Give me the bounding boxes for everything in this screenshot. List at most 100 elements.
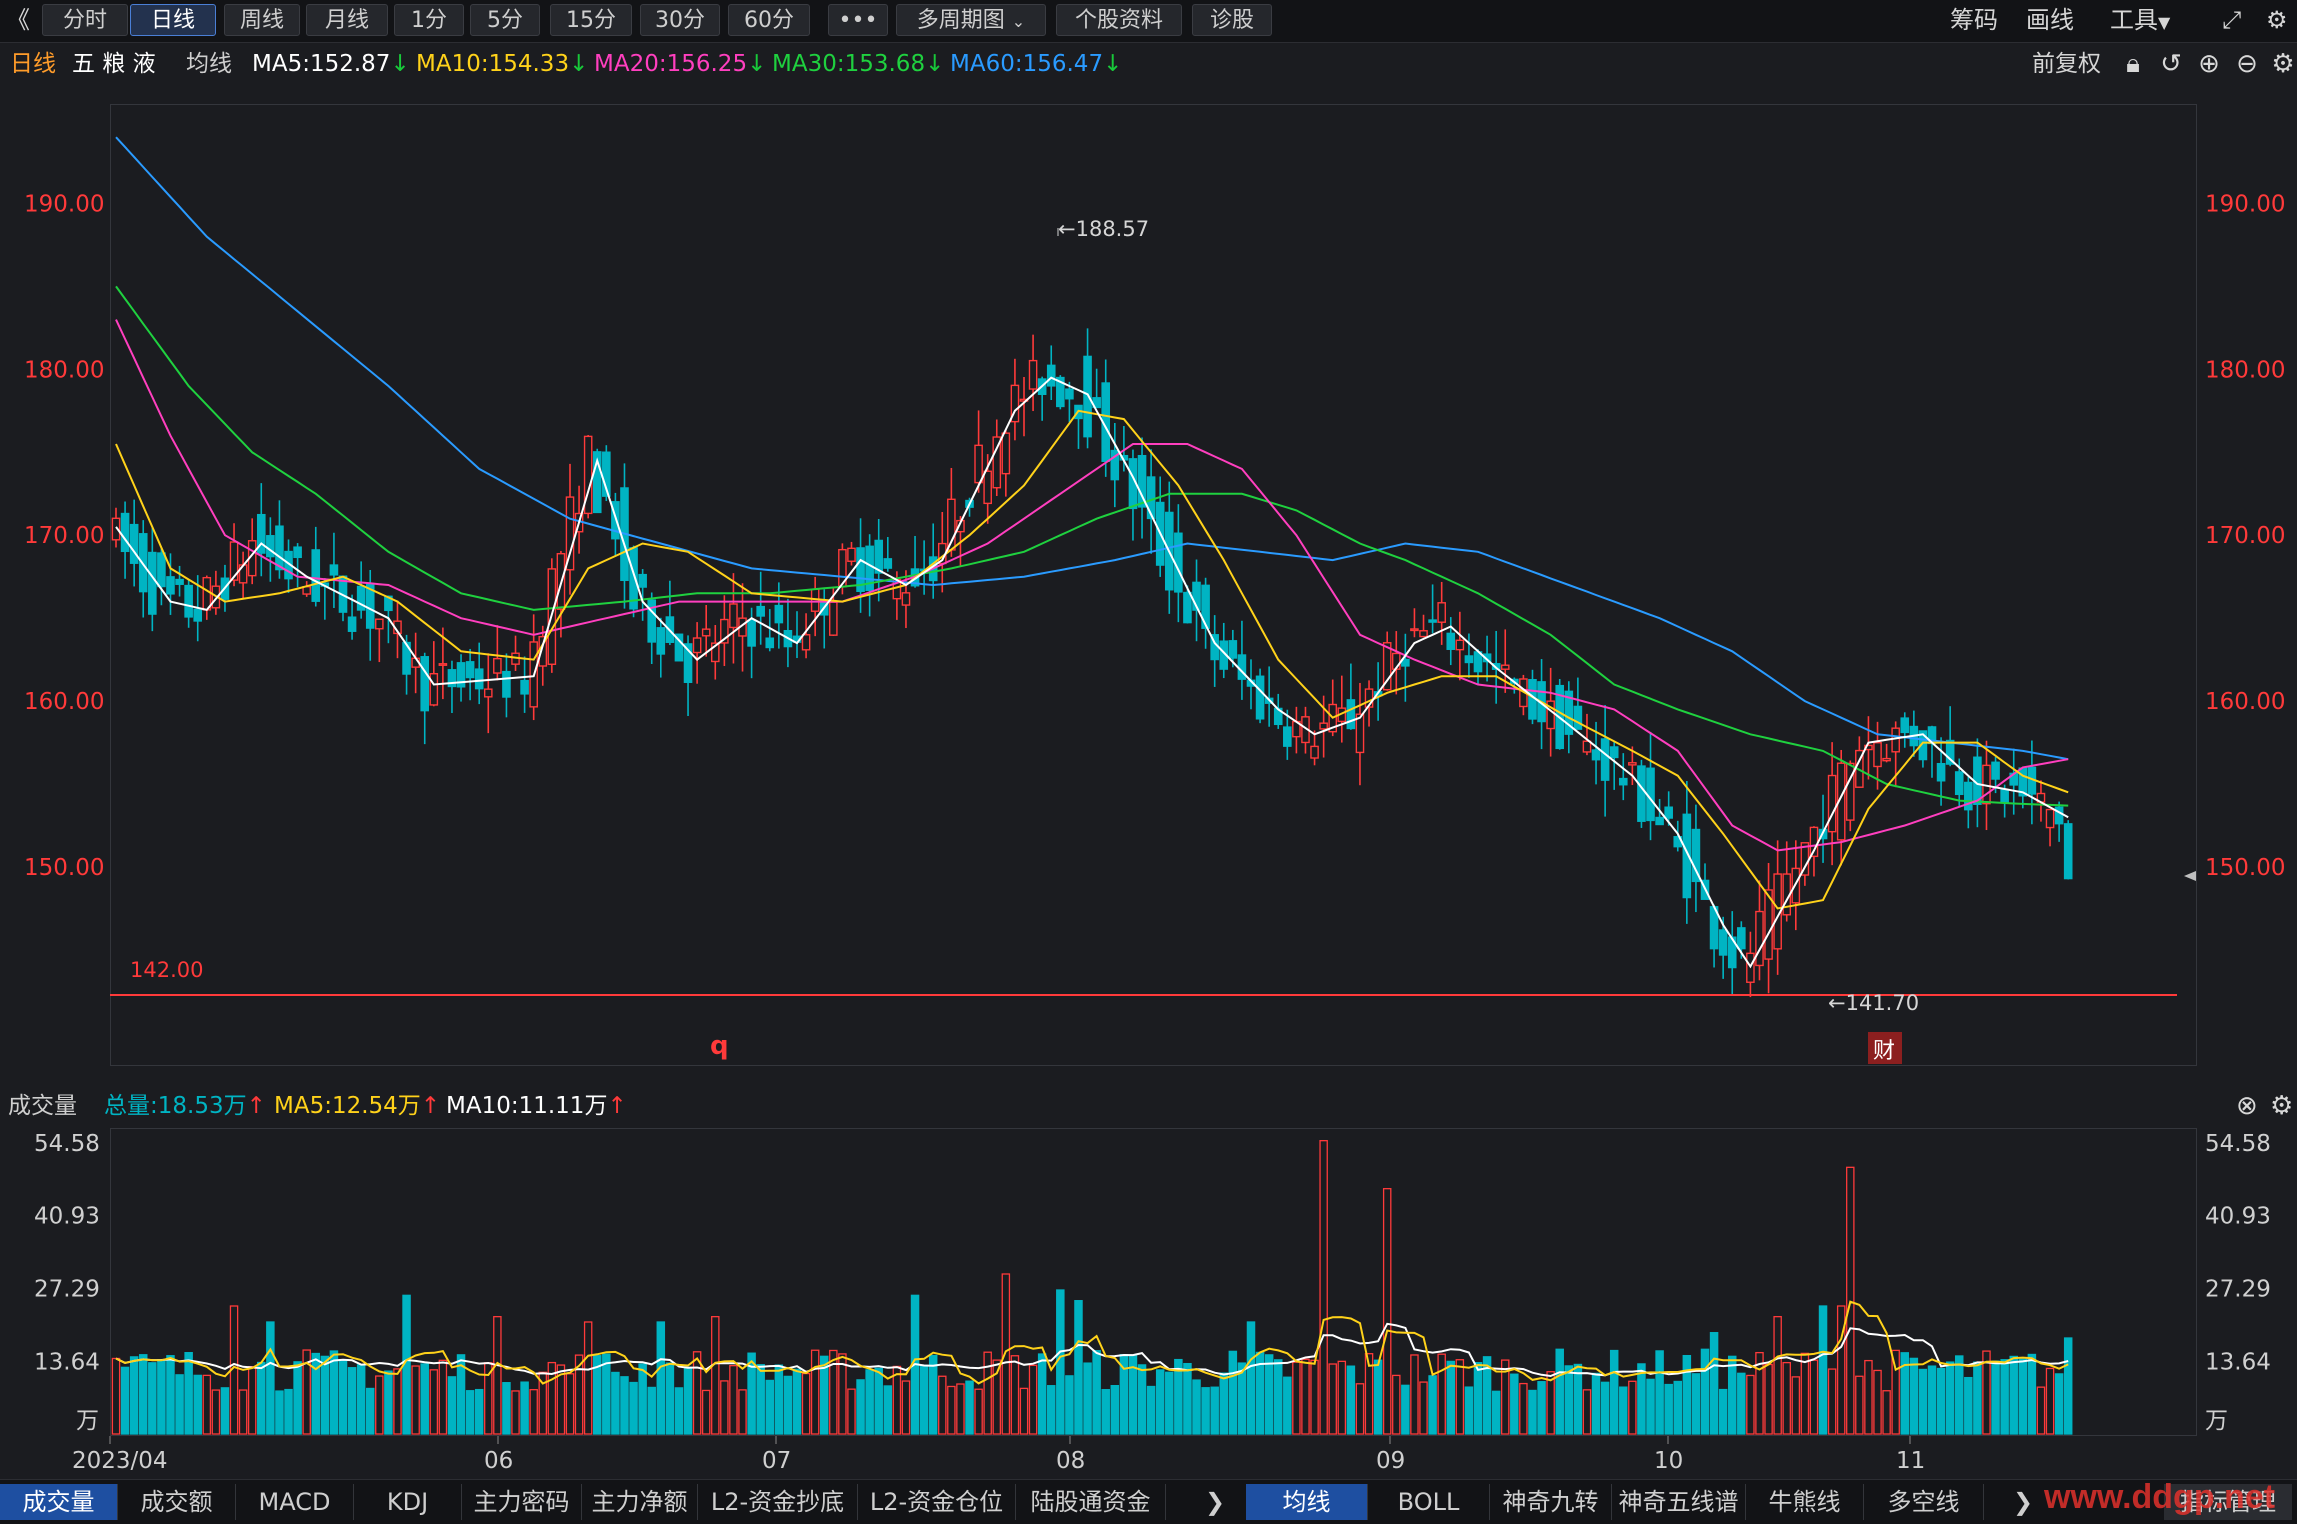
candle[interactable] — [1782, 841, 1792, 922]
candle[interactable] — [2009, 748, 2019, 815]
candle[interactable] — [1664, 791, 1673, 826]
candle[interactable] — [438, 627, 448, 700]
overlay-tab-3[interactable]: 神奇五线谱 — [1612, 1484, 1746, 1520]
candle[interactable] — [338, 575, 348, 622]
candle[interactable] — [1764, 862, 1773, 994]
candle[interactable] — [1628, 746, 1637, 786]
candle[interactable] — [729, 573, 738, 664]
candle[interactable] — [129, 499, 139, 587]
candle[interactable] — [1428, 584, 1437, 634]
adjust-mode-button[interactable]: 前复权 — [2032, 51, 2101, 77]
candle[interactable] — [1927, 725, 1937, 778]
candle[interactable] — [2045, 808, 2055, 847]
candle[interactable] — [1827, 742, 1837, 866]
candle[interactable] — [447, 660, 457, 713]
candle[interactable] — [1882, 743, 1891, 763]
candle[interactable] — [638, 569, 647, 621]
candle[interactable] — [783, 598, 793, 668]
multi-period-button[interactable]: 多周期图 ⌄ — [896, 4, 1046, 36]
period-button-8[interactable]: 60分 — [728, 4, 810, 36]
candle[interactable] — [1673, 820, 1683, 852]
candle[interactable] — [1255, 668, 1265, 724]
candle[interactable] — [874, 518, 884, 602]
indicator-manage-button[interactable]: 指标管理 — [2164, 1484, 2292, 1520]
event-marker-q[interactable]: q — [710, 1031, 729, 1061]
overlay-tab-2[interactable]: 神奇九转 — [1490, 1484, 1612, 1520]
indicator-tab-7[interactable]: L2-资金仓位 — [858, 1484, 1016, 1520]
candle[interactable] — [847, 541, 856, 566]
candle[interactable] — [765, 609, 775, 652]
candle[interactable] — [1546, 667, 1555, 757]
candle[interactable] — [883, 537, 893, 572]
overlay-tab-1[interactable]: BOLL — [1368, 1484, 1490, 1520]
candle[interactable] — [211, 570, 221, 615]
candle[interactable] — [1010, 358, 1020, 441]
candle[interactable] — [1455, 611, 1465, 681]
candle[interactable] — [474, 642, 484, 705]
candle[interactable] — [1101, 359, 1111, 477]
financial-report-marker[interactable] — [1868, 1032, 1902, 1064]
period-button-1[interactable]: 日线 — [130, 4, 216, 36]
candle[interactable] — [665, 580, 675, 646]
candle[interactable] — [456, 654, 466, 702]
period-button-3[interactable]: 月线 — [306, 4, 388, 36]
candle[interactable] — [502, 653, 511, 718]
candle[interactable] — [692, 622, 702, 684]
ma-label[interactable]: 均线 — [186, 51, 232, 77]
candle[interactable] — [1065, 381, 1074, 423]
candle[interactable] — [583, 435, 593, 519]
chevron-right-icon[interactable]: ❯ — [1204, 1488, 1226, 1516]
volume-panel[interactable] — [110, 1128, 2197, 1436]
candle[interactable] — [293, 543, 302, 588]
candle[interactable] — [1618, 753, 1628, 801]
candle[interactable] — [375, 618, 384, 663]
candle[interactable] — [329, 532, 339, 608]
candle[interactable] — [1401, 633, 1410, 702]
candle[interactable] — [1001, 429, 1011, 497]
candle[interactable] — [819, 589, 829, 649]
candle[interactable] — [1283, 709, 1292, 760]
candle[interactable] — [1201, 577, 1210, 649]
period-button-6[interactable]: 15分 — [550, 4, 632, 36]
settings-icon[interactable]: ⚙ — [2266, 6, 2288, 34]
candle[interactable] — [1446, 617, 1456, 666]
candle[interactable] — [1845, 760, 1855, 832]
candle[interactable] — [1936, 737, 1946, 806]
candle[interactable] — [1755, 880, 1764, 981]
candle[interactable] — [865, 534, 874, 617]
period-button-4[interactable]: 1分 — [394, 4, 464, 36]
candle[interactable] — [175, 565, 184, 597]
period-button-7[interactable]: 30分 — [640, 4, 720, 36]
candle[interactable] — [1355, 682, 1365, 786]
zoom-out-icon[interactable]: ⊖ — [2236, 49, 2258, 79]
indicator-tab-8[interactable]: 陆股通资金 — [1016, 1484, 1166, 1520]
candle[interactable] — [701, 605, 711, 657]
chevron-right-icon[interactable]: ❯ — [2012, 1488, 2034, 1516]
draw-line-button[interactable]: 画线 — [2026, 6, 2074, 34]
candle[interactable] — [1028, 334, 1038, 412]
overlay-tab-4[interactable]: 牛熊线 — [1746, 1484, 1864, 1520]
candle[interactable] — [792, 611, 802, 659]
candle[interactable] — [1237, 620, 1247, 700]
candle[interactable] — [1292, 706, 1301, 754]
indicator-tab-6[interactable]: L2-资金抄底 — [698, 1484, 858, 1520]
candle[interactable] — [810, 576, 820, 637]
indicator-tab-2[interactable]: MACD — [236, 1484, 354, 1520]
candle[interactable] — [157, 548, 166, 606]
candle[interactable] — [202, 575, 212, 620]
indicator-tab-5[interactable]: 主力净额 — [582, 1484, 698, 1520]
kline-chart[interactable]: 190.00 180.00 170.00 160.00 150.00 190.00 180… — [0, 0, 2297, 1080]
overlay-tab-0[interactable]: 均线 — [1246, 1484, 1368, 1520]
candle[interactable] — [1727, 911, 1737, 995]
candle[interactable] — [1600, 705, 1610, 817]
candle[interactable] — [674, 633, 684, 662]
candle[interactable] — [1128, 449, 1138, 541]
candle[interactable] — [1609, 741, 1619, 790]
candle[interactable] — [1900, 712, 1910, 748]
candle[interactable] — [311, 526, 321, 607]
candle[interactable] — [1718, 916, 1728, 979]
overlay-tab-5[interactable]: 多空线 — [1864, 1484, 1984, 1520]
candle[interactable] — [1573, 677, 1583, 730]
candle[interactable] — [347, 594, 357, 640]
candle[interactable] — [465, 648, 475, 701]
